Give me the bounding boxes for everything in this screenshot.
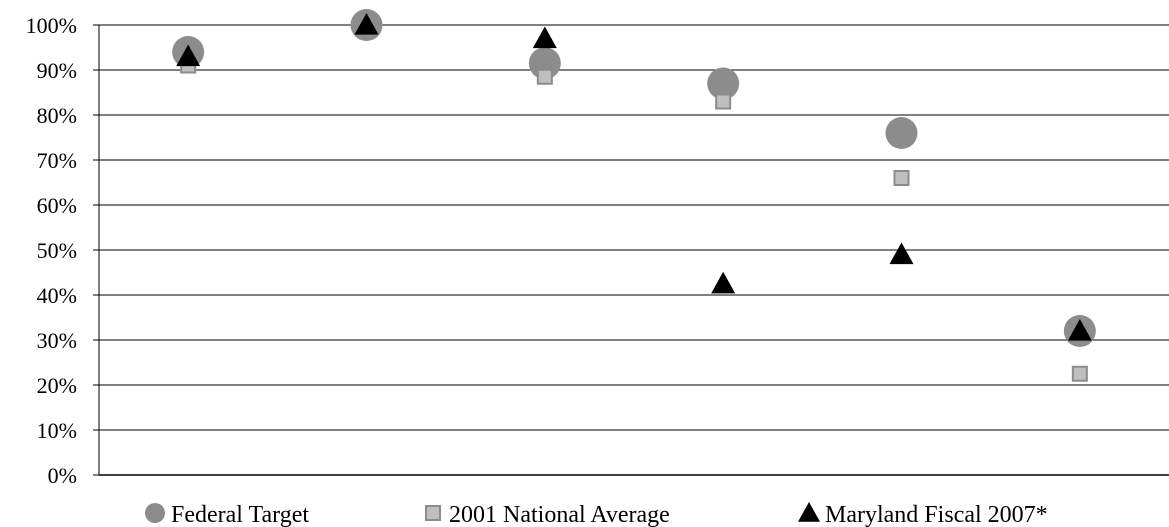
circle-legend-icon	[145, 503, 165, 523]
series-1	[180, 57, 1088, 382]
gridlines	[99, 24, 1169, 431]
data-marks	[172, 9, 1096, 382]
y-axis-ticks: 0% 10% 20% 30% 40% 50% 60% 70% 80% 90% 100%	[26, 13, 99, 488]
y-tick-label: 20%	[37, 373, 77, 398]
circle-point	[707, 67, 740, 100]
y-tick-label: 70%	[37, 148, 77, 173]
series-2	[176, 13, 1092, 341]
square-legend-icon	[425, 505, 441, 521]
y-tick-label: 10%	[37, 418, 77, 443]
triangle-point	[889, 242, 914, 265]
square-point	[536, 68, 553, 85]
square-point	[893, 170, 910, 186]
y-tick-label: 60%	[37, 193, 77, 218]
triangle-point	[354, 13, 379, 35]
triangle-point	[711, 271, 736, 294]
triangle-point	[532, 26, 557, 49]
legend-label: Federal Target	[171, 502, 309, 527]
y-tick-label: 50%	[37, 238, 77, 263]
y-tick-label: 90%	[37, 58, 77, 83]
legend: Federal Target 2001 National Average Maryl…	[145, 502, 1048, 527]
axes	[98, 25, 1169, 476]
legend-item-2: Maryland Fiscal 2007*	[798, 502, 1048, 527]
y-tick-label: 30%	[37, 328, 77, 353]
triangle-point	[1067, 319, 1092, 341]
triangle-point	[176, 44, 201, 67]
circle-point	[885, 117, 918, 149]
y-tick-label: 80%	[37, 103, 77, 128]
legend-label: Maryland Fiscal 2007*	[825, 502, 1048, 527]
square-point	[1071, 365, 1088, 382]
legend-item-1: 2001 National Average	[425, 502, 670, 527]
legend-item-0: Federal Target	[145, 502, 309, 527]
triangle-legend-icon	[798, 502, 820, 522]
y-tick-label: 100%	[26, 13, 77, 38]
series-0	[172, 9, 1096, 347]
y-tick-label: 0%	[48, 463, 77, 488]
y-tick-label: 40%	[37, 283, 77, 308]
legend-label: 2001 National Average	[449, 502, 670, 527]
square-point	[715, 93, 732, 110]
